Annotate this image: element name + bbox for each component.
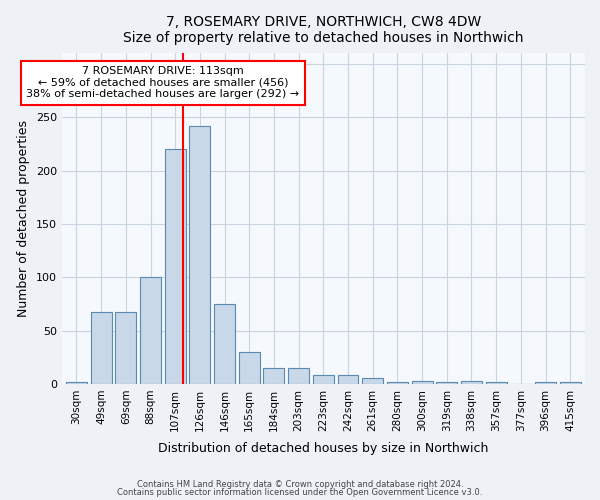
Bar [165, 150, 185, 384]
Bar [436, 382, 457, 384]
Bar [115, 312, 136, 384]
Bar [560, 382, 581, 384]
Text: 7 ROSEMARY DRIVE: 113sqm
← 59% of detached houses are smaller (456)
38% of semi-: 7 ROSEMARY DRIVE: 113sqm ← 59% of detach… [26, 66, 299, 100]
Bar [263, 368, 284, 384]
Bar [140, 278, 161, 384]
Text: Contains HM Land Registry data © Crown copyright and database right 2024.: Contains HM Land Registry data © Crown c… [137, 480, 463, 489]
Bar [214, 304, 235, 384]
Text: Contains public sector information licensed under the Open Government Licence v3: Contains public sector information licen… [118, 488, 482, 497]
Bar [313, 376, 334, 384]
Bar [91, 312, 112, 384]
Bar [239, 352, 260, 384]
Bar [362, 378, 383, 384]
Bar [288, 368, 309, 384]
Bar [66, 382, 87, 384]
Title: 7, ROSEMARY DRIVE, NORTHWICH, CW8 4DW
Size of property relative to detached hous: 7, ROSEMARY DRIVE, NORTHWICH, CW8 4DW Si… [123, 15, 524, 45]
Bar [387, 382, 408, 384]
Bar [338, 376, 358, 384]
Y-axis label: Number of detached properties: Number of detached properties [17, 120, 30, 317]
Bar [190, 126, 211, 384]
Bar [535, 382, 556, 384]
Bar [485, 382, 506, 384]
X-axis label: Distribution of detached houses by size in Northwich: Distribution of detached houses by size … [158, 442, 488, 455]
Bar [412, 380, 433, 384]
Bar [461, 380, 482, 384]
